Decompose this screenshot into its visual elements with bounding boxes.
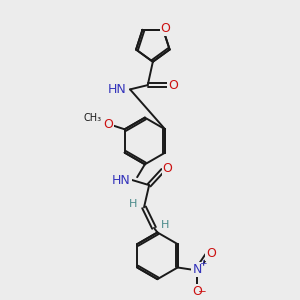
Text: O: O: [160, 22, 170, 35]
Text: HN: HN: [108, 83, 127, 96]
Text: H: H: [160, 220, 169, 230]
Text: +: +: [199, 259, 206, 268]
Text: N: N: [192, 263, 202, 276]
Text: H: H: [129, 199, 137, 209]
Text: O: O: [206, 247, 216, 260]
Text: O: O: [103, 118, 113, 131]
Text: O: O: [163, 162, 172, 176]
Text: O: O: [168, 79, 178, 92]
Text: HN: HN: [112, 173, 130, 187]
Text: CH₃: CH₃: [83, 112, 101, 123]
Text: O: O: [192, 285, 202, 298]
Text: −: −: [198, 287, 207, 297]
